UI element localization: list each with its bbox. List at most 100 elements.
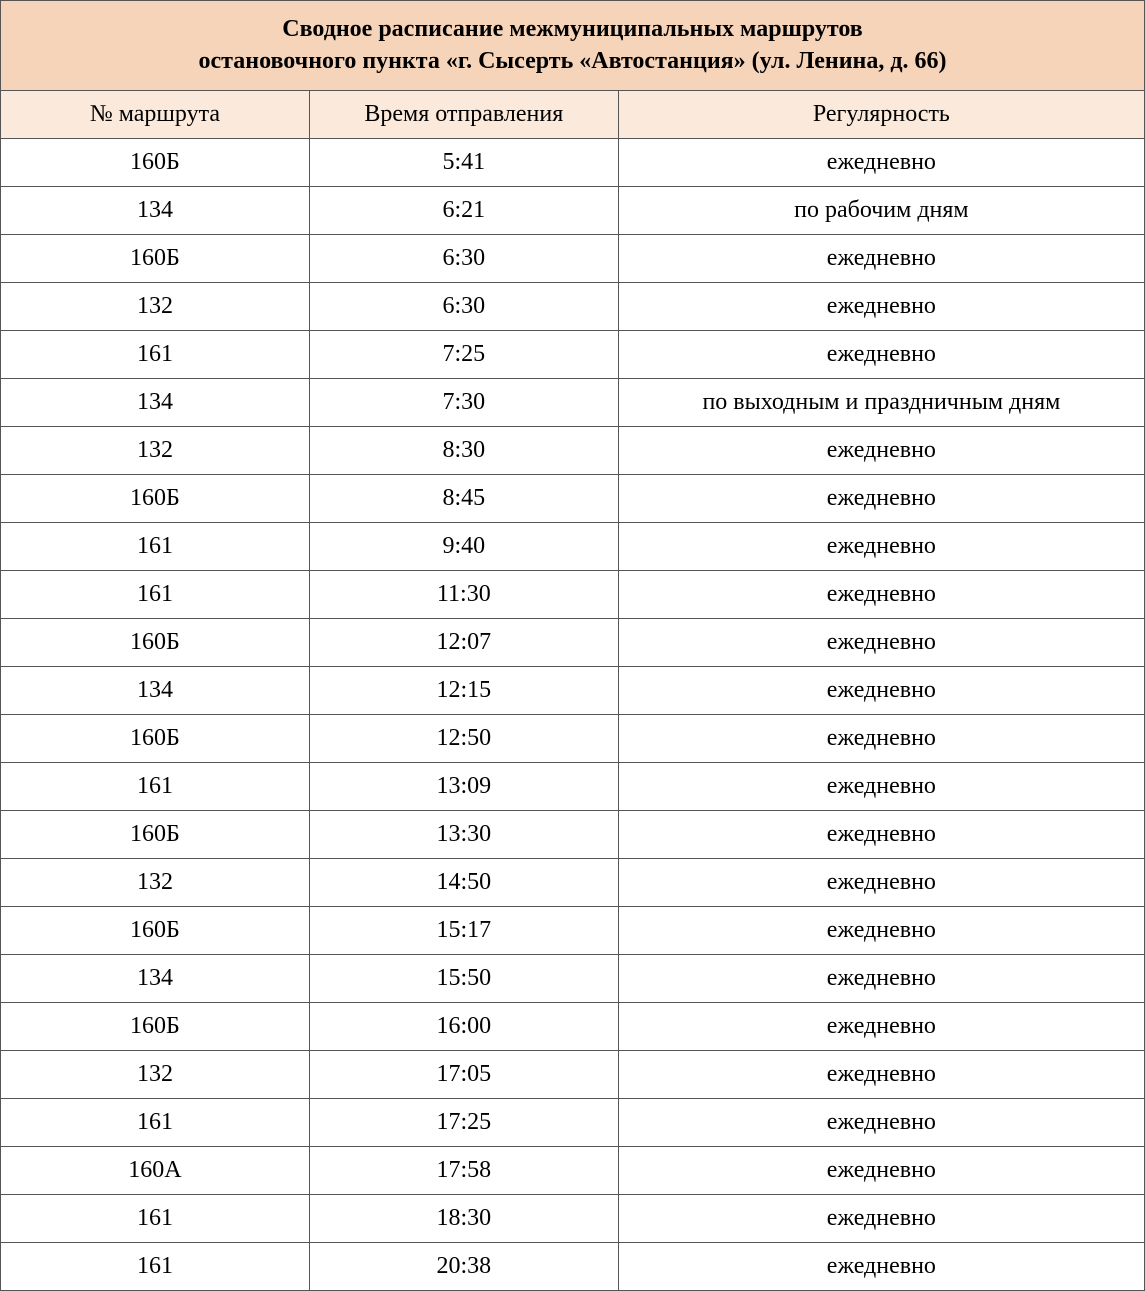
cell-time: 5:41 (309, 138, 618, 186)
cell-time: 17:05 (309, 1050, 618, 1098)
cell-route: 134 (1, 954, 310, 1002)
table-row: 160Б16:00ежедневно (1, 1002, 1145, 1050)
table-row: 1617:25ежедневно (1, 330, 1145, 378)
cell-route: 160Б (1, 474, 310, 522)
cell-time: 7:30 (309, 378, 618, 426)
table-row: 1328:30ежедневно (1, 426, 1145, 474)
cell-regularity: ежедневно (618, 234, 1144, 282)
table-row: 16117:25ежедневно (1, 1098, 1145, 1146)
cell-route: 134 (1, 186, 310, 234)
header-regularity: Регулярность (618, 90, 1144, 138)
header-time: Время отправления (309, 90, 618, 138)
cell-time: 12:15 (309, 666, 618, 714)
table-row: 1326:30ежедневно (1, 282, 1145, 330)
cell-regularity: ежедневно (618, 1098, 1144, 1146)
cell-regularity: ежедневно (618, 138, 1144, 186)
cell-route: 161 (1, 1242, 310, 1290)
cell-time: 16:00 (309, 1002, 618, 1050)
table-row: 16120:38ежедневно (1, 1242, 1145, 1290)
cell-regularity: ежедневно (618, 762, 1144, 810)
cell-time: 6:30 (309, 234, 618, 282)
cell-regularity: ежедневно (618, 1194, 1144, 1242)
cell-route: 160Б (1, 906, 310, 954)
table-title: Сводное расписание межмуниципальных марш… (1, 1, 1145, 91)
cell-route: 161 (1, 522, 310, 570)
cell-time: 12:07 (309, 618, 618, 666)
cell-time: 11:30 (309, 570, 618, 618)
table-row: 1346:21по рабочим дням (1, 186, 1145, 234)
cell-route: 161 (1, 1098, 310, 1146)
cell-route: 132 (1, 1050, 310, 1098)
cell-regularity: ежедневно (618, 1050, 1144, 1098)
table-row: 160Б12:07ежедневно (1, 618, 1145, 666)
cell-route: 160Б (1, 618, 310, 666)
cell-time: 17:58 (309, 1146, 618, 1194)
table-row: 16118:30ежедневно (1, 1194, 1145, 1242)
cell-time: 15:17 (309, 906, 618, 954)
cell-route: 160Б (1, 138, 310, 186)
table-row: 16111:30ежедневно (1, 570, 1145, 618)
table-row: 160Б15:17ежедневно (1, 906, 1145, 954)
cell-route: 161 (1, 570, 310, 618)
cell-route: 161 (1, 762, 310, 810)
cell-time: 17:25 (309, 1098, 618, 1146)
cell-time: 13:30 (309, 810, 618, 858)
table-row: 1347:30по выходным и праздничным дням (1, 378, 1145, 426)
cell-regularity: ежедневно (618, 1002, 1144, 1050)
cell-time: 7:25 (309, 330, 618, 378)
cell-regularity: ежедневно (618, 858, 1144, 906)
cell-time: 8:45 (309, 474, 618, 522)
title-line-1: Сводное расписание межмуниципальных марш… (282, 16, 862, 42)
cell-regularity: ежедневно (618, 570, 1144, 618)
cell-route: 161 (1, 330, 310, 378)
cell-time: 13:09 (309, 762, 618, 810)
cell-time: 9:40 (309, 522, 618, 570)
table-row: 160Б12:50ежедневно (1, 714, 1145, 762)
title-line-2: остановочного пункта «г. Сысерть «Автост… (199, 48, 947, 74)
table-row: 1619:40ежедневно (1, 522, 1145, 570)
table-body: 160Б5:41ежедневно1346:21по рабочим дням1… (1, 138, 1145, 1290)
cell-regularity: ежедневно (618, 906, 1144, 954)
table-row: 13415:50ежедневно (1, 954, 1145, 1002)
cell-regularity: ежедневно (618, 714, 1144, 762)
cell-time: 15:50 (309, 954, 618, 1002)
table-row: 16113:09ежедневно (1, 762, 1145, 810)
cell-time: 12:50 (309, 714, 618, 762)
table-row: 13217:05ежедневно (1, 1050, 1145, 1098)
cell-route: 134 (1, 378, 310, 426)
cell-regularity: по выходным и праздничным дням (618, 378, 1144, 426)
table-row: 13214:50ежедневно (1, 858, 1145, 906)
cell-route: 160А (1, 1146, 310, 1194)
cell-regularity: ежедневно (618, 282, 1144, 330)
cell-route: 132 (1, 858, 310, 906)
schedule-table: Сводное расписание межмуниципальных марш… (0, 0, 1145, 1291)
table-row: 160Б6:30ежедневно (1, 234, 1145, 282)
cell-route: 134 (1, 666, 310, 714)
table-row: 160Б13:30ежедневно (1, 810, 1145, 858)
cell-time: 14:50 (309, 858, 618, 906)
cell-regularity: ежедневно (618, 954, 1144, 1002)
header-route: № маршрута (1, 90, 310, 138)
cell-time: 6:30 (309, 282, 618, 330)
cell-route: 160Б (1, 810, 310, 858)
cell-regularity: по рабочим дням (618, 186, 1144, 234)
cell-route: 160Б (1, 714, 310, 762)
cell-route: 160Б (1, 1002, 310, 1050)
header-row: № маршрута Время отправления Регулярност… (1, 90, 1145, 138)
cell-regularity: ежедневно (618, 618, 1144, 666)
table-row: 160Б5:41ежедневно (1, 138, 1145, 186)
cell-regularity: ежедневно (618, 666, 1144, 714)
cell-route: 161 (1, 1194, 310, 1242)
table-row: 160Б8:45ежедневно (1, 474, 1145, 522)
cell-time: 18:30 (309, 1194, 618, 1242)
cell-time: 6:21 (309, 186, 618, 234)
table-row: 13412:15ежедневно (1, 666, 1145, 714)
cell-regularity: ежедневно (618, 1242, 1144, 1290)
cell-route: 132 (1, 282, 310, 330)
cell-time: 20:38 (309, 1242, 618, 1290)
cell-route: 132 (1, 426, 310, 474)
cell-regularity: ежедневно (618, 1146, 1144, 1194)
cell-regularity: ежедневно (618, 474, 1144, 522)
cell-regularity: ежедневно (618, 810, 1144, 858)
cell-regularity: ежедневно (618, 426, 1144, 474)
